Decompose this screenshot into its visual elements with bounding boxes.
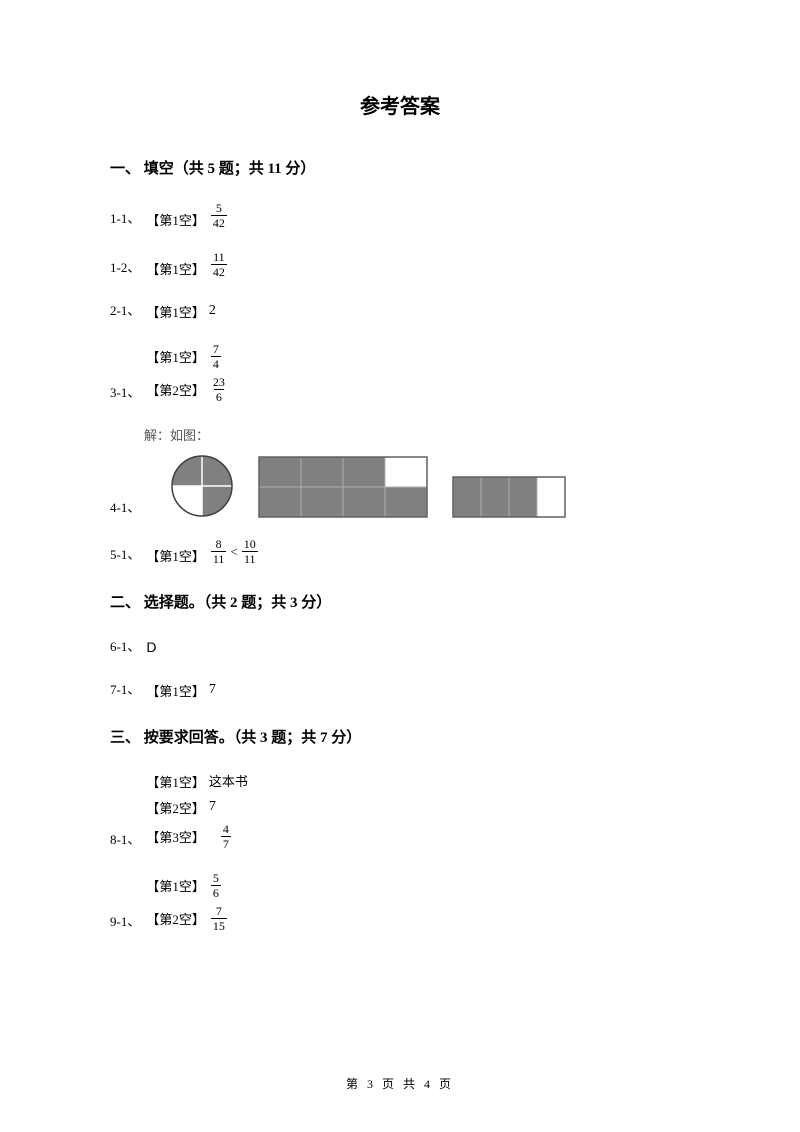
pie-icon <box>170 454 234 518</box>
stacked-blanks: 【第1空】 这本书 【第2空】 7 【第3空】 4 7 <box>146 771 248 850</box>
qnum: 7-1、 <box>110 679 140 700</box>
page-content: 参考答案 一、 填空（共 5 题；共 11 分） 1-1、 【第1空】 5 42… <box>0 0 800 932</box>
fraction: 7 15 <box>211 905 227 932</box>
fraction: 11 42 <box>211 251 227 278</box>
blank-label: 【第3空】 <box>146 827 205 846</box>
blank-label: 【第1空】 <box>146 546 205 565</box>
fraction: 23 6 <box>211 376 227 403</box>
blank-label: 【第1空】 <box>146 876 205 895</box>
answer-7-1: 7-1、 【第1空】 7 <box>110 679 690 700</box>
fraction: 5 42 <box>211 202 227 229</box>
value: 7 <box>209 682 216 700</box>
value: D <box>146 639 156 657</box>
qnum: 5-1、 <box>110 544 140 565</box>
solution-label: 解：如图： <box>144 425 690 444</box>
grid-1x4-icon <box>452 476 566 518</box>
blank-label: 【第1空】 <box>146 210 205 229</box>
fraction: 7 4 <box>211 343 221 370</box>
page-title: 参考答案 <box>110 90 690 119</box>
answer-1-1: 1-1、 【第1空】 5 42 <box>110 202 690 229</box>
answer-9-1: 9-1、 【第1空】 5 6 【第2空】 7 15 <box>110 872 690 932</box>
blank-label: 【第2空】 <box>146 798 205 817</box>
blank-label: 【第2空】 <box>146 380 205 399</box>
value: 2 <box>209 303 216 321</box>
less-than: < <box>230 544 237 560</box>
answer-2-1: 2-1、 【第1空】 2 <box>110 300 690 321</box>
blank-label: 【第1空】 <box>146 681 205 700</box>
answer-5-1: 5-1、 【第1空】 8 11 < 10 11 <box>110 538 690 565</box>
qnum: 9-1、 <box>110 911 140 932</box>
blank-label: 【第1空】 <box>146 259 205 278</box>
answer-1-2: 1-2、 【第1空】 11 42 <box>110 251 690 278</box>
qnum: 2-1、 <box>110 300 140 321</box>
section-3-header: 三、 按要求回答。（共 3 题；共 7 分） <box>110 726 690 747</box>
answer-4-1: 解：如图： 4-1、 <box>110 425 690 518</box>
fraction: 8 11 <box>211 538 227 565</box>
answer-6-1: 6-1、 D <box>110 636 690 657</box>
qnum: 8-1、 <box>110 829 140 850</box>
value: 7 <box>209 799 216 817</box>
value: 这本书 <box>209 771 248 792</box>
qnum: 4-1、 <box>110 497 140 518</box>
stacked-blanks: 【第1空】 7 4 【第2空】 23 6 <box>146 343 229 403</box>
blank-label: 【第1空】 <box>146 302 205 321</box>
qnum: 1-1、 <box>110 208 140 229</box>
shapes-row: 4-1、 <box>110 454 690 518</box>
comparison: 8 11 < 10 11 <box>209 538 260 565</box>
answer-8-1: 8-1、 【第1空】 这本书 【第2空】 7 【第3空】 4 7 <box>110 771 690 850</box>
answer-3-1: 3-1、 【第1空】 7 4 【第2空】 23 6 <box>110 343 690 403</box>
stacked-blanks: 【第1空】 5 6 【第2空】 7 15 <box>146 872 229 932</box>
fraction: 4 7 <box>221 823 231 850</box>
qnum: 1-2、 <box>110 257 140 278</box>
fraction: 10 11 <box>242 538 258 565</box>
section-1-header: 一、 填空（共 5 题；共 11 分） <box>110 157 690 178</box>
section-2-header: 二、 选择题。（共 2 题；共 3 分） <box>110 591 690 612</box>
fraction: 5 6 <box>211 872 221 899</box>
qnum: 3-1、 <box>110 382 140 403</box>
blank-label: 【第2空】 <box>146 909 205 928</box>
grid-2x4-icon <box>258 456 428 518</box>
blank-label: 【第1空】 <box>146 772 205 791</box>
blank-label: 【第1空】 <box>146 347 205 366</box>
qnum: 6-1、 <box>110 636 140 657</box>
page-footer: 第 3 页 共 4 页 <box>0 1075 800 1092</box>
